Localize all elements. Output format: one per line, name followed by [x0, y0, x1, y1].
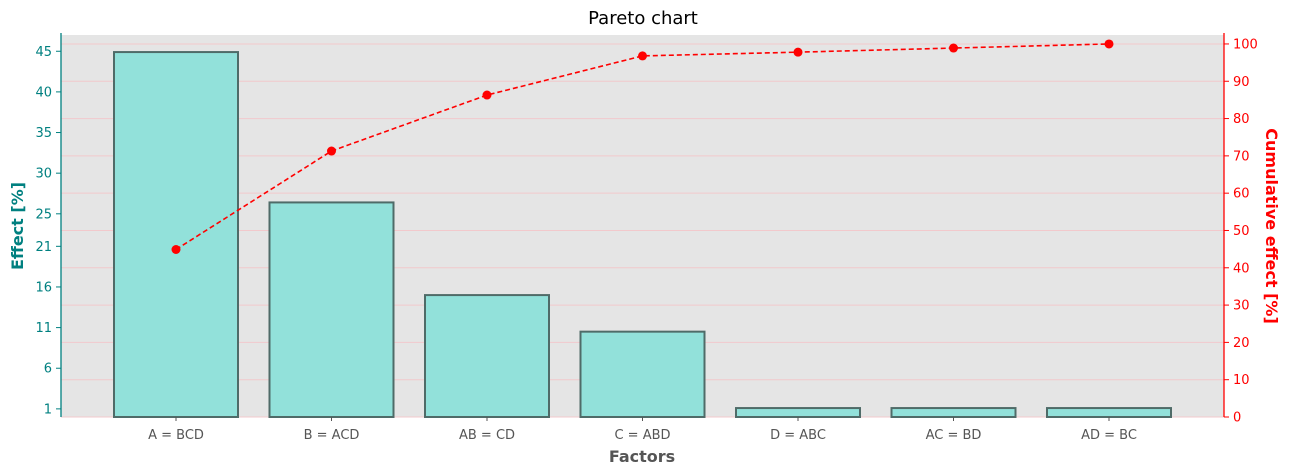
y2-tick-label: 50: [1233, 224, 1250, 239]
chart-title: Pareto chart: [588, 8, 698, 29]
y2-axis-label: Cumulative effect [%]: [1262, 128, 1281, 323]
axes-group: 1611162125303540450102030405060708090100…: [35, 33, 1258, 443]
cumulative-point: [638, 51, 647, 61]
y-tick-label: 11: [35, 321, 52, 336]
cumulative-point: [327, 146, 336, 156]
y-tick-label: 16: [35, 280, 52, 295]
y2-tick-label: 70: [1233, 149, 1250, 164]
bar: [113, 51, 239, 418]
cumulative-point: [793, 47, 803, 57]
bar: [579, 330, 706, 418]
y2-tick-label: 40: [1233, 261, 1250, 276]
bar: [1046, 407, 1172, 418]
y-axis-label: Effect [%]: [8, 182, 27, 270]
cumulative-line-group: [171, 39, 1114, 255]
y-tick-label: 30: [35, 167, 52, 182]
y2-tick-label: 60: [1233, 187, 1250, 202]
x-tick-label: AD = BC: [1081, 428, 1137, 443]
y2-tick-label: 80: [1233, 112, 1250, 127]
cumulative-point: [482, 90, 492, 100]
y-tick-label: 25: [35, 207, 52, 222]
bar: [890, 407, 1017, 418]
x-tick-label: C = ABD: [614, 428, 670, 443]
y2-tick-label: 90: [1233, 75, 1250, 90]
y-tick-label: 35: [35, 126, 52, 141]
y-tick-label: 21: [35, 240, 52, 255]
x-tick-label: B = ACD: [304, 428, 360, 443]
bar: [268, 201, 395, 418]
cumulative-point: [171, 245, 181, 255]
bar: [424, 294, 550, 419]
y-tick-label: 6: [44, 362, 52, 377]
y2-tick-label: 0: [1233, 411, 1241, 426]
x-tick-label: AC = BD: [926, 428, 982, 443]
cumulative-point: [1104, 39, 1114, 49]
y-tick-label: 45: [35, 45, 52, 60]
y2-tick-label: 20: [1233, 336, 1250, 351]
cumulative-point: [949, 43, 958, 53]
y-tick-label: 1: [44, 402, 52, 417]
x-tick-label: A = BCD: [148, 428, 204, 443]
x-tick-label: AB = CD: [459, 428, 515, 443]
y-tick-label: 40: [35, 85, 52, 100]
y2-tick-label: 10: [1233, 373, 1250, 388]
x-tick-label: D = ABC: [770, 428, 826, 443]
bar: [735, 407, 861, 418]
bars-group: [113, 51, 1172, 419]
y2-tick-label: 100: [1233, 37, 1258, 52]
y2-tick-label: 30: [1233, 299, 1250, 314]
x-axis-label: Factors: [609, 447, 675, 466]
